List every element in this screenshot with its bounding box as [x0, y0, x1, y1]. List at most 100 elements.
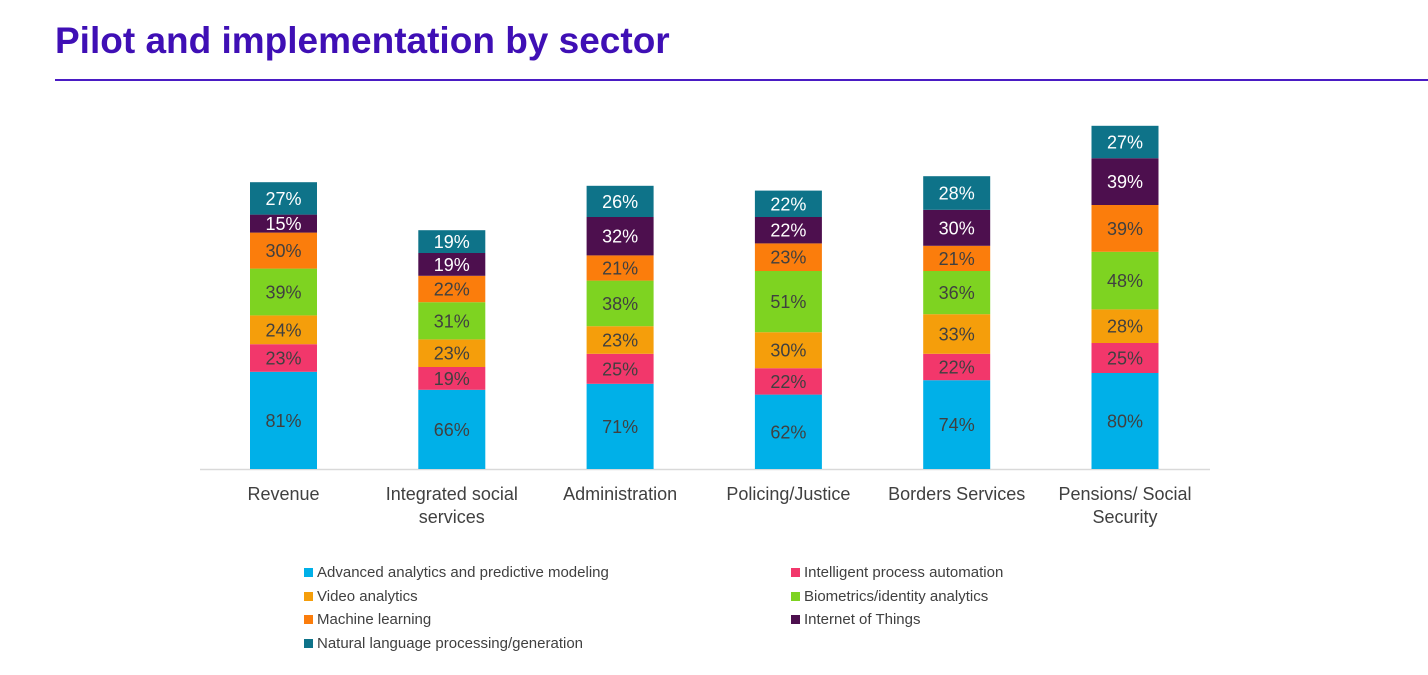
legend-item: Advanced analytics and predictive modeli…	[304, 563, 791, 583]
bar-segment	[923, 380, 991, 469]
data-label: 74%	[939, 415, 975, 435]
bar-segment	[923, 271, 991, 315]
bar-segment	[754, 394, 822, 469]
legend-swatch	[791, 591, 800, 601]
legend-label: Biometrics/identity analytics	[804, 587, 989, 605]
data-label: 30%	[770, 341, 806, 361]
bar-segment	[586, 217, 654, 256]
legend-item: Biometrics/identity analytics	[791, 587, 1064, 607]
legend-label: Natural language processing/generation	[317, 634, 584, 652]
category-label: Borders Services	[888, 484, 1025, 504]
bar-segment	[250, 315, 317, 345]
bar-segment	[418, 253, 486, 276]
bar-segment	[1091, 309, 1159, 343]
legend-label: Video analytics	[317, 587, 418, 605]
bar-segment	[923, 176, 991, 210]
bar-segment	[586, 353, 654, 384]
data-label: 38%	[602, 294, 638, 314]
data-label: 39%	[1107, 172, 1143, 192]
category-label: Integrated social services	[386, 484, 518, 527]
legend-label: Internet of Things	[804, 611, 921, 629]
legend-label: Advanced analytics and predictive modeli…	[317, 564, 609, 582]
title-divider	[55, 79, 1428, 81]
data-label: 39%	[1107, 219, 1143, 239]
bar-segment	[418, 389, 486, 469]
legend-label: Machine learning	[317, 611, 432, 629]
bar-segment	[586, 185, 654, 217]
data-label: 19%	[434, 369, 470, 389]
legend-item: Video analytics	[304, 587, 791, 607]
bar-segment	[923, 245, 991, 271]
bar-segment	[754, 368, 822, 395]
bar-segment	[418, 275, 486, 303]
bar-segment	[418, 302, 486, 340]
data-label: 27%	[1107, 133, 1143, 153]
bar-segment	[586, 255, 654, 281]
data-label: 22%	[770, 221, 806, 241]
bar-segment	[250, 214, 317, 233]
data-label: 24%	[265, 320, 301, 340]
category-label: Administration	[563, 484, 677, 504]
bar-segment	[1091, 343, 1159, 373]
data-label: 71%	[602, 417, 638, 437]
legend-item: Natural language processing/generation	[304, 634, 791, 654]
legend-swatch	[791, 615, 800, 625]
legend-item: Machine learning	[304, 610, 791, 630]
bar-segment	[754, 332, 822, 369]
data-label: 23%	[265, 349, 301, 369]
bar-segment	[418, 230, 486, 253]
data-label: 30%	[265, 241, 301, 261]
data-label: 51%	[770, 292, 806, 312]
data-label: 25%	[1107, 349, 1143, 369]
bar-segment	[250, 371, 317, 469]
bar-segment	[250, 182, 317, 215]
data-label: 81%	[265, 411, 301, 431]
legend-label: Intelligent process automation	[804, 564, 1004, 582]
bar-segment	[418, 339, 486, 367]
bar-segment	[923, 314, 991, 354]
data-label: 22%	[434, 280, 470, 300]
legend-item: Intelligent process automation	[791, 563, 1064, 583]
data-label: 27%	[265, 189, 301, 209]
data-label: 48%	[1107, 271, 1143, 291]
legend-swatch	[304, 638, 313, 648]
data-label: 19%	[434, 255, 470, 275]
data-label: 80%	[1107, 412, 1143, 432]
data-label: 22%	[939, 358, 975, 378]
bar-segment	[586, 280, 654, 327]
bar-segment	[418, 367, 486, 390]
data-label: 22%	[770, 194, 806, 214]
data-label: 26%	[602, 192, 638, 212]
legend-item: Internet of Things	[791, 610, 1064, 630]
bar-segment	[1091, 158, 1159, 205]
bar-segment	[754, 243, 822, 271]
data-label: 23%	[770, 248, 806, 268]
page-title: Pilot and implementation by sector	[55, 20, 670, 61]
bar-segment	[250, 232, 317, 269]
data-label: 28%	[1107, 317, 1143, 337]
bar-segment	[754, 190, 822, 217]
category-label: Pensions/ Social Security	[1058, 484, 1191, 527]
bar-segment	[923, 209, 991, 246]
data-label: 23%	[602, 331, 638, 351]
bar-segment	[1091, 125, 1159, 159]
bar-segment	[923, 353, 991, 381]
data-label: 21%	[602, 259, 638, 279]
category-label: Revenue	[247, 484, 319, 504]
bar-segment	[1091, 373, 1159, 469]
data-label: 22%	[770, 372, 806, 392]
data-label: 23%	[434, 344, 470, 364]
legend-swatch	[304, 568, 313, 578]
bar-segment	[250, 268, 317, 316]
bar-segment	[754, 271, 822, 333]
data-label: 15%	[265, 214, 301, 234]
data-label: 39%	[265, 283, 301, 303]
category-label: Policing/Justice	[726, 484, 850, 504]
data-label: 36%	[939, 283, 975, 303]
data-label: 33%	[939, 325, 975, 345]
bar-segment	[250, 344, 317, 372]
data-label: 66%	[434, 420, 470, 440]
data-label: 32%	[602, 227, 638, 247]
legend-swatch	[304, 615, 313, 625]
